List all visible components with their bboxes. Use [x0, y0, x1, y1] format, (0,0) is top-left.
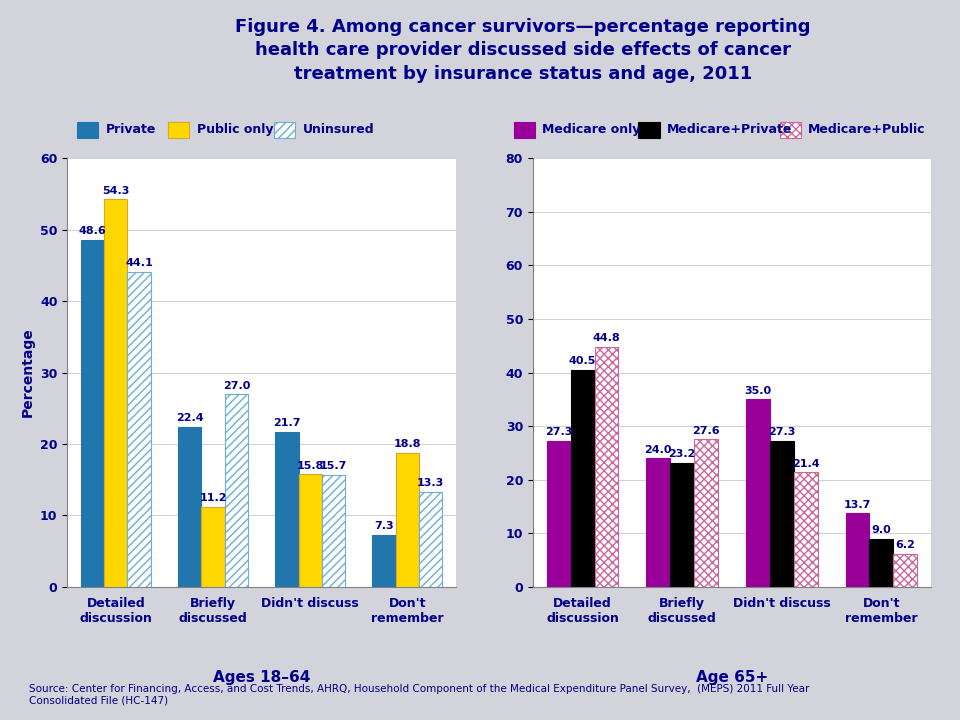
Text: 7.3: 7.3 [374, 521, 394, 531]
Bar [770, 441, 794, 587]
Bar [746, 400, 770, 587]
Bar [894, 554, 917, 587]
Bar [81, 240, 104, 587]
Text: 11.2: 11.2 [200, 493, 227, 503]
Text: 35.0: 35.0 [744, 386, 772, 396]
Text: 44.1: 44.1 [125, 258, 153, 269]
Text: Medicare+Private: Medicare+Private [667, 123, 793, 136]
Text: 23.2: 23.2 [668, 449, 696, 459]
Text: 48.6: 48.6 [79, 226, 107, 236]
Bar [594, 347, 618, 587]
Text: 27.0: 27.0 [223, 381, 250, 390]
Text: 21.7: 21.7 [274, 418, 300, 428]
Text: 9.0: 9.0 [872, 525, 891, 535]
Text: 13.3: 13.3 [417, 478, 444, 488]
Bar [570, 370, 594, 587]
Bar [178, 427, 202, 587]
Text: Uninsured: Uninsured [302, 123, 374, 136]
Text: 27.6: 27.6 [692, 426, 720, 436]
Bar [638, 122, 660, 138]
Bar [168, 122, 189, 138]
Bar [396, 453, 420, 587]
Text: 18.8: 18.8 [394, 439, 421, 449]
Text: Private: Private [106, 123, 156, 136]
Text: Source: Center for Financing, Access, and Cost Trends, AHRQ, Household Component: Source: Center for Financing, Access, an… [29, 684, 809, 706]
Y-axis label: Percentage: Percentage [20, 328, 35, 418]
Bar [780, 122, 801, 138]
Text: 40.5: 40.5 [569, 356, 596, 366]
Text: 6.2: 6.2 [896, 540, 915, 550]
Bar [299, 474, 322, 587]
Text: 27.3: 27.3 [768, 427, 796, 437]
Text: Medicare only: Medicare only [542, 123, 640, 136]
Bar [420, 492, 443, 587]
Text: Ages 18–64: Ages 18–64 [213, 670, 310, 685]
Text: Medicare+Public: Medicare+Public [808, 123, 925, 136]
Bar [202, 507, 225, 587]
Text: 15.7: 15.7 [320, 462, 348, 472]
Bar [104, 199, 128, 587]
Bar [670, 462, 694, 587]
Bar [646, 458, 670, 587]
Text: Age 65+: Age 65+ [696, 670, 768, 685]
Text: 21.4: 21.4 [792, 459, 820, 469]
Text: Public only: Public only [197, 123, 274, 136]
Text: 27.3: 27.3 [545, 427, 572, 437]
Bar [372, 535, 396, 587]
Text: 13.7: 13.7 [844, 500, 871, 510]
Text: 22.4: 22.4 [176, 413, 204, 423]
Bar [846, 513, 870, 587]
Bar [225, 394, 248, 587]
Bar [276, 432, 299, 587]
Text: 24.0: 24.0 [644, 445, 672, 455]
Bar [547, 441, 570, 587]
Bar [870, 539, 894, 587]
Text: Figure 4. Among cancer survivors—percentage reporting
health care provider discu: Figure 4. Among cancer survivors—percent… [235, 17, 811, 83]
Text: 15.8: 15.8 [297, 461, 324, 471]
Bar [794, 472, 818, 587]
Text: 54.3: 54.3 [102, 186, 130, 196]
Bar [514, 122, 535, 138]
Bar [274, 122, 295, 138]
Bar [322, 474, 346, 587]
Bar [128, 272, 151, 587]
Text: 44.8: 44.8 [592, 333, 620, 343]
Bar [694, 439, 718, 587]
Bar [77, 122, 98, 138]
